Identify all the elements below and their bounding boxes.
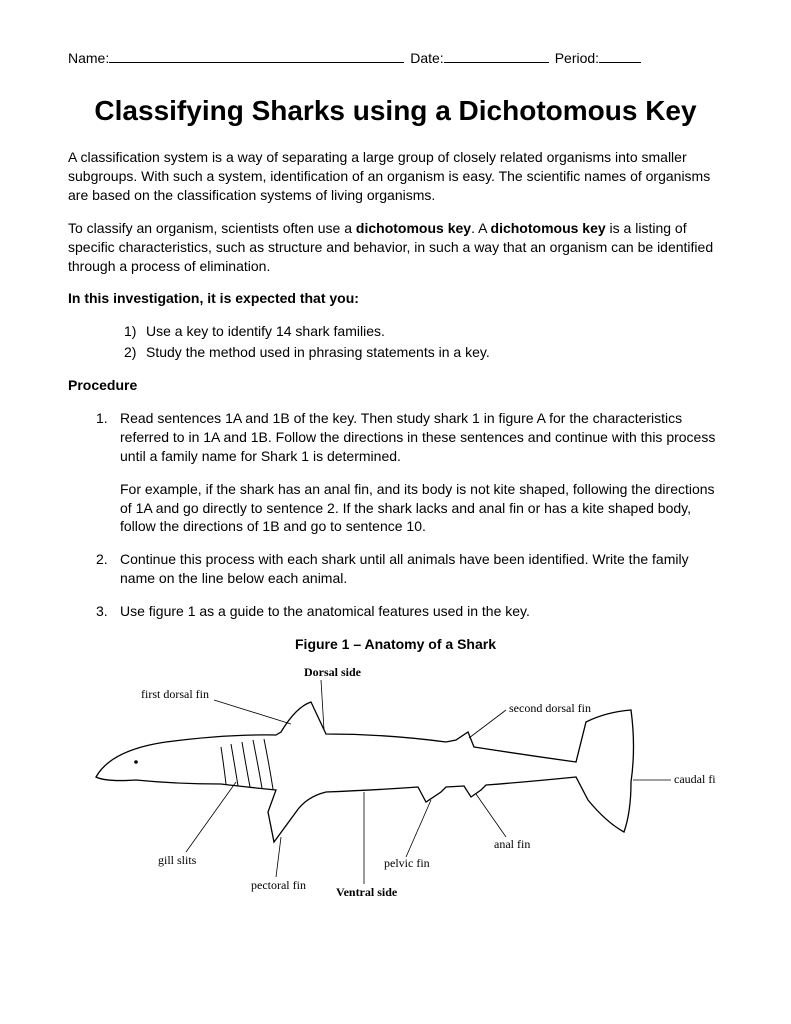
label-pectoral: pectoral fin bbox=[251, 878, 306, 892]
name-underline[interactable] bbox=[109, 48, 404, 63]
procedure-item: 1. Read sentences 1A and 1B of the key. … bbox=[96, 409, 723, 536]
shark-body-outline bbox=[96, 702, 634, 842]
leader-first-dorsal bbox=[214, 700, 291, 724]
shark-eye bbox=[134, 760, 138, 764]
expectation-num: 2) bbox=[124, 343, 146, 362]
leader-pelvic bbox=[406, 800, 431, 857]
gill-slit bbox=[242, 742, 250, 787]
gill-slit bbox=[221, 747, 226, 784]
gill-slit bbox=[264, 739, 273, 789]
procedure-body: Continue this process with each shark un… bbox=[120, 550, 723, 588]
expectation-item: 1) Use a key to identify 14 shark famili… bbox=[124, 322, 723, 341]
procedure-item: 2. Continue this process with each shark… bbox=[96, 550, 723, 588]
procedure-num: 3. bbox=[96, 602, 120, 621]
procedure-text-a: Use figure 1 as a guide to the anatomica… bbox=[120, 602, 723, 621]
procedure-item: 3. Use figure 1 as a guide to the anatom… bbox=[96, 602, 723, 621]
figure-wrap: Dorsal side first dorsal fin second dors… bbox=[68, 662, 723, 902]
label-gill: gill slits bbox=[158, 853, 197, 867]
page-title: Classifying Sharks using a Dichotomous K… bbox=[68, 92, 723, 130]
label-pelvic: pelvic fin bbox=[384, 856, 430, 870]
intro-para-1: A classification system is a way of sepa… bbox=[68, 148, 723, 205]
leader-anal bbox=[476, 794, 506, 837]
leader-second-dorsal bbox=[469, 710, 506, 738]
procedure-text-a: Read sentences 1A and 1B of the key. The… bbox=[120, 409, 723, 466]
period-label: Period: bbox=[555, 49, 599, 68]
leader-dorsal-side bbox=[321, 680, 324, 730]
expectation-num: 1) bbox=[124, 322, 146, 341]
intro-2-bold1: dichotomous key bbox=[356, 220, 471, 236]
date-label: Date: bbox=[410, 49, 443, 68]
period-underline[interactable] bbox=[599, 48, 641, 63]
procedure-text-b: For example, if the shark has an anal fi… bbox=[120, 480, 723, 537]
label-anal: anal fin bbox=[494, 837, 530, 851]
procedure-text-a: Continue this process with each shark un… bbox=[120, 550, 723, 588]
label-dorsal-side: Dorsal side bbox=[304, 665, 362, 679]
label-caudal: caudal fin bbox=[674, 772, 716, 786]
leader-pectoral bbox=[276, 837, 281, 877]
procedure-list: 1. Read sentences 1A and 1B of the key. … bbox=[96, 409, 723, 621]
expectation-heading: In this investigation, it is expected th… bbox=[68, 289, 723, 308]
label-ventral-side: Ventral side bbox=[336, 885, 398, 899]
intro-para-2: To classify an organism, scientists ofte… bbox=[68, 219, 723, 276]
procedure-heading: Procedure bbox=[68, 376, 723, 395]
header-row: Name: Date: Period: bbox=[68, 48, 723, 68]
procedure-body: Read sentences 1A and 1B of the key. The… bbox=[120, 409, 723, 536]
expectation-text: Use a key to identify 14 shark families. bbox=[146, 322, 385, 341]
leader-gill bbox=[186, 782, 236, 852]
intro-2b: . A bbox=[471, 220, 490, 236]
name-label: Name: bbox=[68, 49, 109, 68]
period-field: Period: bbox=[555, 48, 641, 68]
date-underline[interactable] bbox=[444, 48, 549, 63]
expectation-list: 1) Use a key to identify 14 shark famili… bbox=[124, 322, 723, 362]
gill-slit bbox=[231, 744, 238, 786]
gill-slit bbox=[253, 740, 262, 788]
name-field: Name: bbox=[68, 48, 404, 68]
label-first-dorsal: first dorsal fin bbox=[141, 687, 209, 701]
intro-2-bold2: dichotomous key bbox=[491, 220, 606, 236]
label-second-dorsal: second dorsal fin bbox=[509, 701, 591, 715]
procedure-body: Use figure 1 as a guide to the anatomica… bbox=[120, 602, 723, 621]
shark-anatomy-diagram: Dorsal side first dorsal fin second dors… bbox=[76, 662, 716, 902]
procedure-num: 1. bbox=[96, 409, 120, 536]
intro-2a: To classify an organism, scientists ofte… bbox=[68, 220, 356, 236]
figure-title: Figure 1 – Anatomy of a Shark bbox=[68, 635, 723, 654]
expectation-text: Study the method used in phrasing statem… bbox=[146, 343, 490, 362]
procedure-num: 2. bbox=[96, 550, 120, 588]
date-field: Date: bbox=[410, 48, 548, 68]
expectation-item: 2) Study the method used in phrasing sta… bbox=[124, 343, 723, 362]
